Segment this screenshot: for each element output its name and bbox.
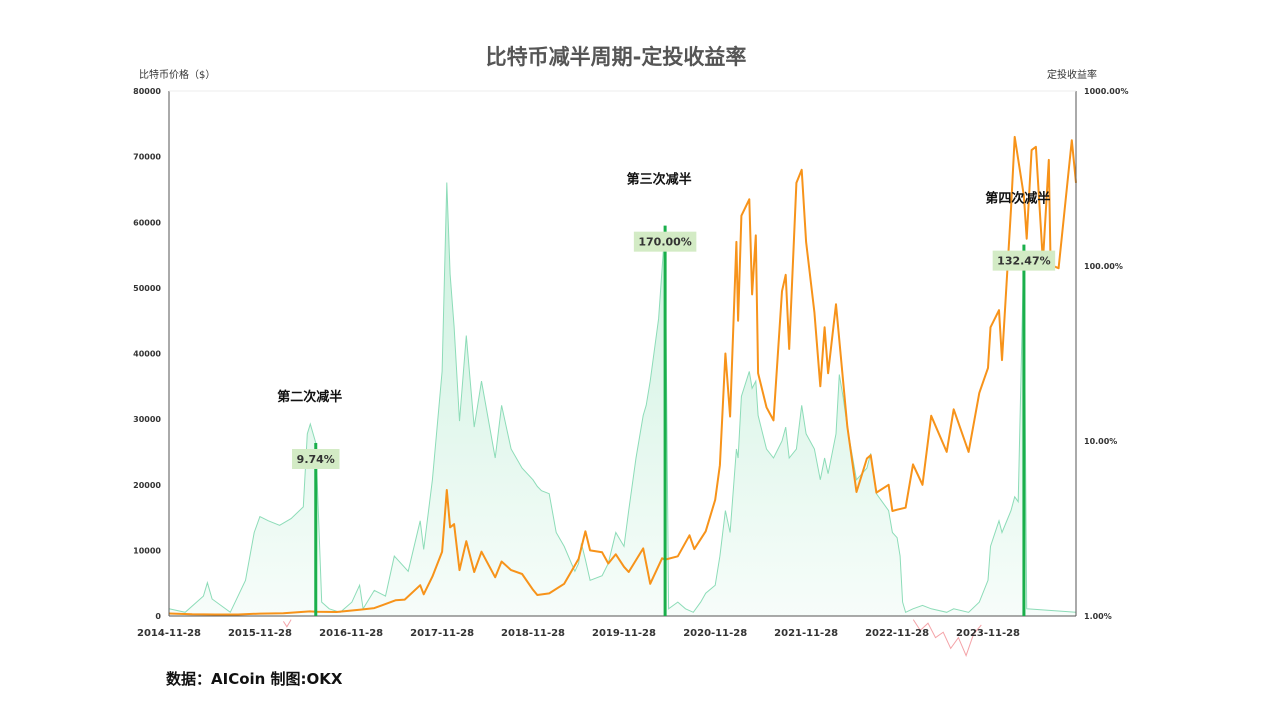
y-axis-right-label: 定投收益率 [1047,68,1097,81]
roi-negative-line-1 [912,619,982,657]
y-tick-label: 30000 [133,415,161,424]
x-tick-label: 2018-11-28 [501,628,565,639]
y-tick-label: 70000 [133,153,161,162]
chart-title: 比特币减半周期-定投收益率 [486,45,747,69]
halving-label: 第二次减半 [277,389,342,405]
x-tick-label: 2014-11-28 [137,628,201,639]
axes-layer: 0 10000 20000 30000 40000 50000 60000 70000 8000… [133,87,1128,639]
x-tick-label: 2017-11-28 [410,628,474,639]
halving-label: 第四次减半 [985,191,1050,207]
x-tick-label: 2021-11-28 [774,628,838,639]
y-right-tick-label: 10.00% [1084,437,1117,446]
x-tick-label: 2023-11-28 [956,628,1020,639]
halving-layer: 第二次减半 9.74% 第三次减半 170.00% 第四次减半 132.47% [277,172,1056,616]
y-axis-left-label: 比特币价格（$） [139,68,215,81]
price-line [168,135,1077,616]
y-tick-label: 40000 [133,350,161,359]
y-tick-label: 0 [155,612,161,621]
source-caption: 数据：AICoin 制图:OKX [166,670,343,688]
x-tick-label: 2016-11-28 [319,628,383,639]
y-tick-label: 60000 [133,218,161,227]
y-tick-label: 50000 [133,284,161,293]
y-tick-label: 10000 [133,546,161,555]
roi-box [992,250,1056,271]
roi-box [633,231,697,252]
roi-line [168,182,1077,614]
roi-layer [168,182,1077,657]
roi-value-label: 132.47% [997,255,1050,268]
price-layer [168,135,1077,616]
x-tick-label: 2019-11-28 [592,628,656,639]
roi-value-label: 9.74% [297,453,335,466]
roi-negative-line-0 [282,619,292,628]
x-tick-label: 2022-11-28 [865,628,929,639]
y-right-tick-label: 100.00% [1084,262,1123,271]
y-right-tick-label: 1.00% [1084,612,1112,621]
x-tick-label: 2015-11-28 [228,628,292,639]
x-tick-label: 2020-11-28 [683,628,747,639]
y-tick-label: 80000 [133,87,161,96]
roi-value-label: 170.00% [638,236,691,249]
roi-area [169,182,1076,616]
roi-box [292,449,340,470]
y-right-tick-label: 1000.00% [1084,87,1128,96]
y-tick-label: 20000 [133,481,161,490]
halving-label: 第三次减半 [627,172,692,188]
